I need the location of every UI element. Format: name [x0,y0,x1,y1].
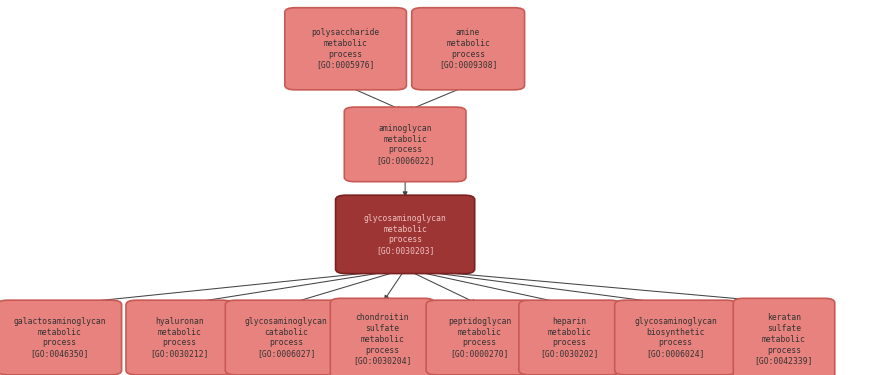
FancyBboxPatch shape [412,8,525,90]
FancyBboxPatch shape [614,300,737,375]
FancyBboxPatch shape [331,298,435,375]
FancyBboxPatch shape [126,300,233,375]
FancyBboxPatch shape [733,298,835,375]
Text: glycosaminoglycan
metabolic
process
[GO:0030203]: glycosaminoglycan metabolic process [GO:… [364,214,446,255]
Text: polysaccharide
metabolic
process
[GO:0005976]: polysaccharide metabolic process [GO:000… [312,28,380,69]
Text: heparin
metabolic
process
[GO:0030202]: heparin metabolic process [GO:0030202] [541,317,598,358]
Text: amine
metabolic
process
[GO:0009308]: amine metabolic process [GO:0009308] [439,28,497,69]
Text: peptidoglycan
metabolic
process
[GO:0000270]: peptidoglycan metabolic process [GO:0000… [448,317,511,358]
FancyBboxPatch shape [226,300,346,375]
Text: aminoglycan
metabolic
process
[GO:0006022]: aminoglycan metabolic process [GO:000602… [376,124,434,165]
FancyBboxPatch shape [345,107,466,182]
Text: glycosaminoglycan
biosynthetic
process
[GO:0006024]: glycosaminoglycan biosynthetic process [… [634,317,717,358]
FancyBboxPatch shape [426,300,533,375]
Text: galactosaminoglycan
metabolic
process
[GO:0046350]: galactosaminoglycan metabolic process [G… [13,317,106,358]
FancyBboxPatch shape [519,300,620,375]
Text: glycosaminoglycan
catabolic
process
[GO:0006027]: glycosaminoglycan catabolic process [GO:… [245,317,327,358]
Text: keratan
sulfate
metabolic
process
[GO:0042339]: keratan sulfate metabolic process [GO:00… [755,314,813,365]
FancyBboxPatch shape [336,195,475,274]
FancyBboxPatch shape [285,8,406,90]
Text: chondroitin
sulfate
metabolic
process
[GO:0030204]: chondroitin sulfate metabolic process [G… [354,314,411,365]
FancyBboxPatch shape [0,300,122,375]
Text: hyaluronan
metabolic
process
[GO:0030212]: hyaluronan metabolic process [GO:0030212… [150,317,208,358]
